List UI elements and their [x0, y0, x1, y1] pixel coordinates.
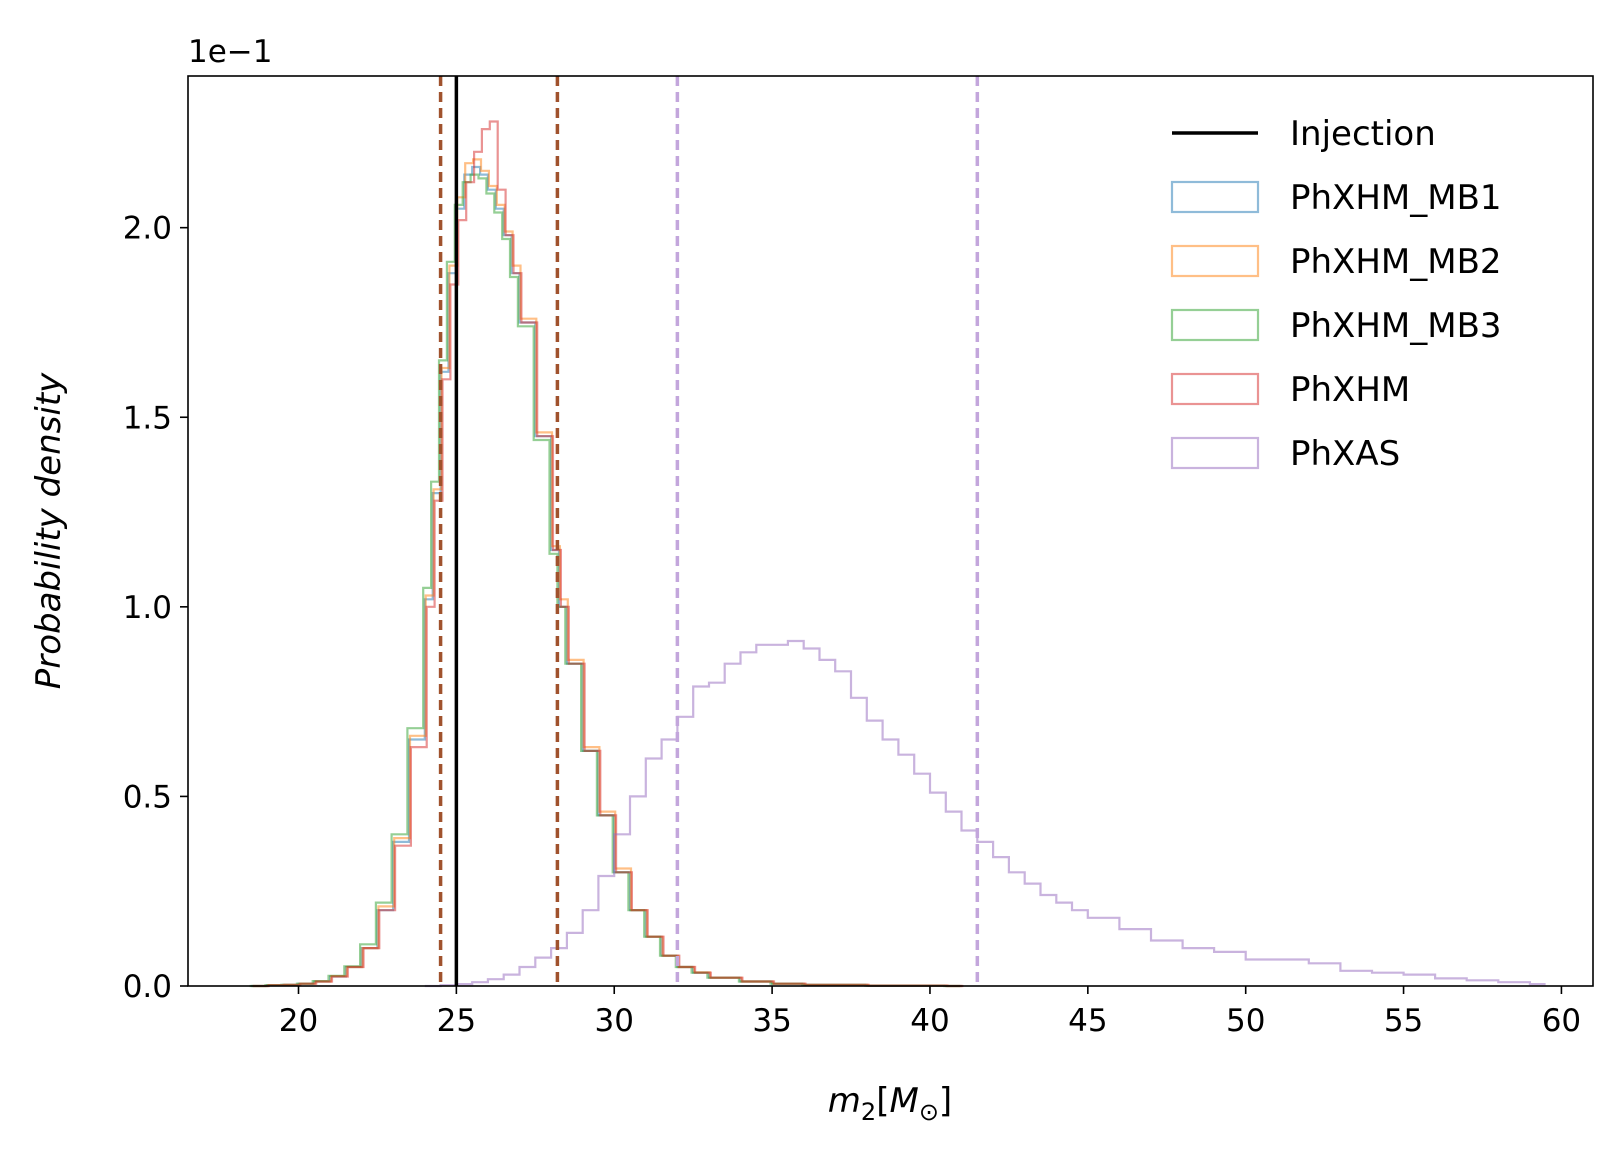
y-tick-label: 1.0 — [123, 590, 172, 626]
x-tick-label: 45 — [1068, 1003, 1107, 1039]
legend-handle-patch — [1170, 180, 1260, 214]
x-tick-label: 25 — [437, 1003, 476, 1039]
y-ticks: 0.0 0.5 1.0 1.5 2.0 — [123, 211, 188, 1005]
x-tick-label: 30 — [595, 1003, 634, 1039]
x-tick-label: 35 — [752, 1003, 791, 1039]
x-tick-label: 20 — [279, 1003, 318, 1039]
legend-handle-patch — [1170, 436, 1260, 470]
series-phxas — [424, 639, 1546, 988]
legend-label: Injection — [1290, 114, 1436, 154]
y-offset-text: 1e−1 — [188, 34, 273, 70]
vertical-lines-layer — [438, 76, 980, 986]
legend-label: PhXHM — [1290, 370, 1410, 410]
y-tick-label: 0.0 — [123, 969, 172, 1005]
y-tick-label: 1.5 — [123, 400, 172, 436]
x-tick-label: 55 — [1384, 1003, 1423, 1039]
plot-frame — [187, 75, 1594, 987]
legend-label: PhXHM_MB3 — [1290, 306, 1502, 346]
legend-handle-patch — [1170, 308, 1260, 342]
y-tick-label: 0.5 — [123, 779, 172, 815]
y-axis-label: Probability density — [29, 372, 69, 689]
x-tick-label: 60 — [1542, 1003, 1581, 1039]
legend-handle-patch — [1170, 372, 1260, 406]
legend-label: PhXHM_MB1 — [1290, 178, 1502, 218]
series-phxhm — [253, 120, 964, 988]
x-axis-label: m2[M⊙] — [828, 1081, 952, 1126]
legend-handle-patch — [1170, 244, 1260, 278]
legend: Injection PhXHM_MB1 PhXHM_MB2 PhXHM_MB3 PhXH… — [1170, 114, 1502, 474]
x-ticks: 20 25 30 35 40 45 50 55 60 — [279, 986, 1581, 1039]
legend-label: PhXHM_MB2 — [1290, 242, 1502, 282]
x-tick-label: 50 — [1226, 1003, 1265, 1039]
y-tick-label: 2.0 — [123, 211, 172, 247]
series-layer — [249, 120, 1546, 988]
legend-label: PhXAS — [1290, 434, 1400, 474]
x-tick-label: 40 — [910, 1003, 949, 1039]
